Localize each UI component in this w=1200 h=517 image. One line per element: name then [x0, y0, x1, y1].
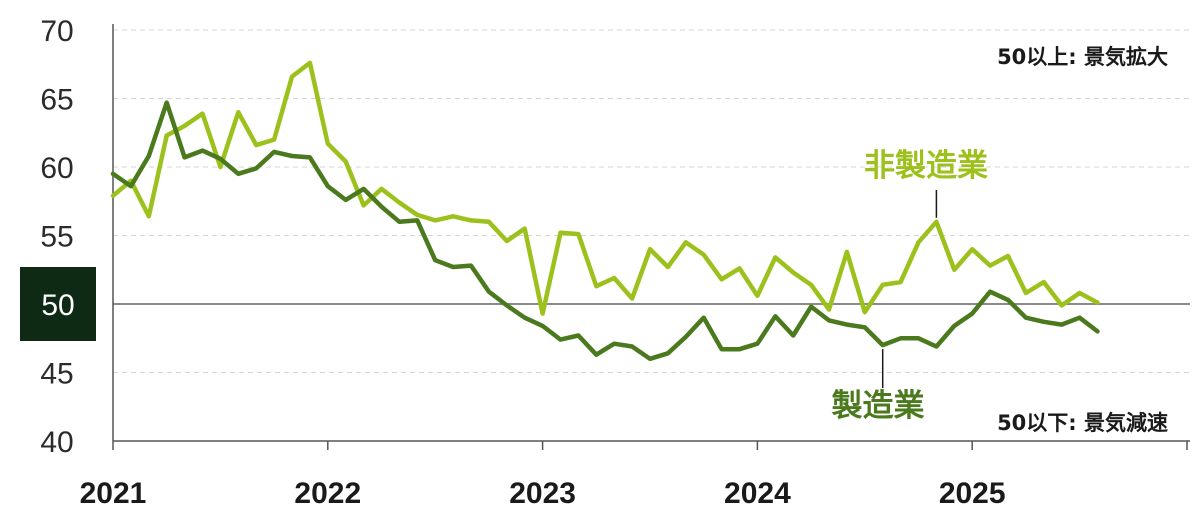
annotation-lower: 50以下: 景気減速	[997, 411, 1168, 435]
x-tick-label: 2021	[80, 477, 147, 510]
highlight-tick-box	[20, 267, 96, 341]
y-tick-label: 40	[40, 426, 73, 459]
y-tick-label: 65	[40, 84, 73, 117]
x-tick-label: 2025	[939, 477, 1006, 510]
y-tick-label: 70	[40, 15, 73, 48]
x-tick-label: 2023	[509, 477, 576, 510]
series-label: 非製造業	[864, 148, 988, 184]
y-axis: 40 45 50 55 60 65 70	[20, 15, 114, 459]
x-tick-label: 2022	[294, 477, 361, 510]
y-tick-label: 60	[40, 152, 73, 185]
series-line-1	[110, 100, 1100, 362]
gridlines	[113, 29, 1190, 373]
y-tick-label: 45	[40, 358, 73, 391]
series-line-0	[110, 60, 1100, 316]
x-tick-label: 2024	[724, 477, 791, 510]
series-label: 製造業	[832, 388, 925, 424]
annotation-upper: 50以上: 景気拡大	[997, 45, 1168, 69]
y-tick-label: 55	[40, 221, 73, 254]
series-layer	[110, 60, 1100, 362]
y-tick-label: 50	[41, 289, 74, 322]
x-axis: 2021 2022 2023 2024 2025	[80, 440, 1190, 510]
